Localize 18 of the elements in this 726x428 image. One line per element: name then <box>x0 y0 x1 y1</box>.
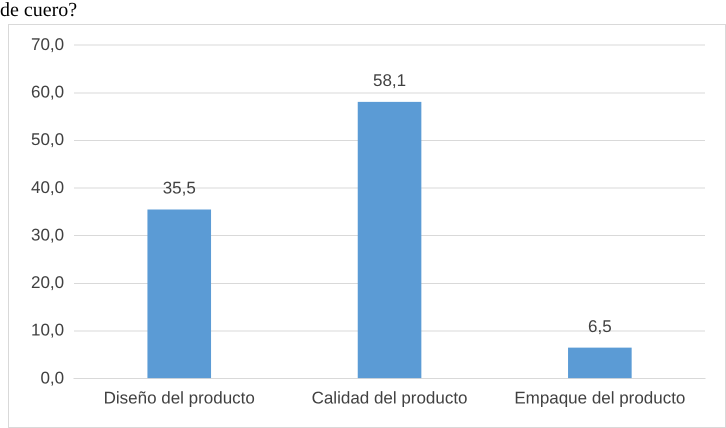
y-tick-label: 50,0 <box>30 130 64 150</box>
y-tick-label: 10,0 <box>30 320 64 340</box>
bar <box>568 348 632 378</box>
x-tick-label: Calidad del producto <box>312 388 468 408</box>
data-label: 6,5 <box>588 316 612 336</box>
bar <box>358 102 422 378</box>
y-tick-label: 0,0 <box>40 368 64 388</box>
data-label: 35,5 <box>162 178 196 198</box>
y-tick-label: 70,0 <box>30 34 64 54</box>
y-tick-label: 60,0 <box>30 82 64 102</box>
chart-title: de cuero? <box>0 0 78 22</box>
y-tick-label: 40,0 <box>30 178 64 197</box>
y-tick-label: 30,0 <box>30 225 64 244</box>
x-tick-label: Diseño del producto <box>104 388 255 408</box>
y-tick-label: 20,0 <box>30 273 64 292</box>
bar <box>147 210 212 378</box>
data-label: 58,1 <box>372 71 406 90</box>
x-tick-label: Empaque del producto <box>514 388 686 408</box>
